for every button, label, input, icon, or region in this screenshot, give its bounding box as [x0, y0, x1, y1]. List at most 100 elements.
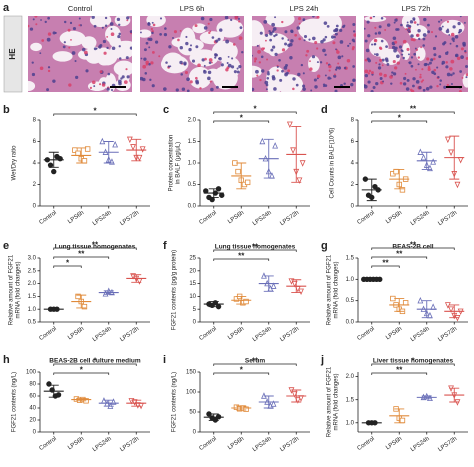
- y-tick-label: 0.0: [188, 204, 197, 210]
- nucleus: [442, 42, 446, 46]
- nucleus: [211, 36, 215, 39]
- nucleus: [227, 63, 232, 68]
- nucleus: [334, 32, 338, 36]
- alveolus: [62, 30, 78, 45]
- chart-panel: i Serum FGF21 contents (ng/L) 0 50 100 150 Cont…: [163, 354, 310, 453]
- significance-bracket: [371, 247, 455, 250]
- nucleus: [337, 55, 342, 60]
- significance-label: *: [240, 366, 244, 375]
- nucleus: [437, 20, 441, 23]
- nucleus: [465, 57, 468, 60]
- x-tick-label: LPS24h: [410, 436, 431, 453]
- nucleus: [281, 69, 284, 73]
- nucleus: [117, 79, 122, 84]
- nucleus: [373, 43, 377, 46]
- chart-panel: j Liver tissue homogenates Relative amount…: [320, 354, 468, 453]
- data-point: [286, 121, 293, 129]
- nucleus: [203, 26, 208, 30]
- nucleus: [446, 20, 450, 23]
- nucleus: [409, 20, 414, 24]
- chart-panel: h BEAS-2B cell culture medium FGF21 conten…: [3, 354, 150, 453]
- nucleus: [422, 33, 427, 37]
- nucleus: [323, 21, 328, 25]
- nucleus: [281, 20, 284, 24]
- nucleus: [303, 39, 306, 42]
- nucleus: [183, 61, 187, 66]
- x-tick-label: LPS24h: [252, 210, 273, 227]
- nucleus: [147, 37, 151, 41]
- nucleus: [289, 56, 293, 60]
- data-point: [296, 177, 303, 184]
- significance-label: *: [80, 366, 84, 375]
- x-tick-label: LPS24h: [410, 210, 431, 227]
- data-point: [298, 288, 304, 296]
- y-axis-label-line: Protein concentration: [168, 135, 174, 192]
- nucleus: [254, 57, 258, 61]
- significance-label: **: [252, 357, 259, 366]
- nucleus: [367, 72, 371, 75]
- nucleus: [44, 20, 47, 24]
- nucleus: [98, 83, 102, 86]
- nucleus: [415, 68, 417, 71]
- nucleus: [300, 63, 304, 67]
- nucleus: [31, 72, 36, 77]
- nucleus: [288, 42, 293, 47]
- nucleus: [200, 16, 205, 21]
- data-point: [47, 162, 54, 168]
- nucleus: [393, 66, 398, 70]
- chart-title: BEAS-2B cell: [392, 244, 433, 251]
- nucleus: [167, 65, 170, 68]
- panel-label: a: [3, 2, 10, 14]
- nucleus: [383, 73, 387, 78]
- alveolus: [265, 16, 295, 28]
- nucleus: [101, 26, 104, 29]
- nucleus: [120, 77, 123, 80]
- nucleus: [118, 23, 121, 27]
- nucleus: [393, 48, 397, 53]
- nucleus: [407, 30, 411, 33]
- nucleus: [259, 78, 262, 82]
- significance-bracket: [371, 256, 428, 259]
- y-axis-label: FGF21 contents (ng/L): [12, 372, 18, 432]
- nucleus: [427, 67, 431, 72]
- y-tick-label: 1.5: [188, 139, 197, 145]
- y-tick-label: 3.0: [28, 256, 37, 262]
- nucleus: [417, 63, 420, 66]
- significance-label: **: [410, 105, 417, 114]
- significance-bracket: [371, 111, 455, 114]
- nucleus: [369, 16, 373, 20]
- nucleus: [416, 33, 420, 37]
- nucleus: [364, 84, 368, 89]
- nucleus: [460, 47, 464, 51]
- nucleus: [327, 76, 331, 80]
- nucleus: [450, 59, 455, 64]
- y-tick-label: 15: [189, 281, 196, 287]
- x-tick-label: LPS72h: [279, 436, 300, 453]
- nucleus: [46, 37, 51, 42]
- nucleus: [458, 30, 461, 34]
- nucleus: [236, 67, 239, 70]
- nucleus: [334, 89, 338, 92]
- nucleus: [78, 24, 81, 27]
- nucleus: [143, 48, 147, 52]
- nucleus: [349, 42, 351, 45]
- data-point: [99, 137, 106, 145]
- significance-bracket: [53, 372, 110, 375]
- nucleus: [269, 38, 272, 42]
- nucleus: [99, 70, 103, 74]
- nucleus: [401, 53, 404, 56]
- nucleus: [252, 54, 253, 57]
- y-axis-label: Relative amount of FGF21mRNA (fold chang…: [8, 254, 21, 325]
- nucleus: [445, 65, 449, 69]
- y-tick-label: 1.5: [346, 256, 355, 262]
- alveolus: [222, 69, 238, 87]
- y-tick-label: 10: [189, 294, 196, 300]
- nucleus: [68, 83, 72, 87]
- nucleus: [406, 47, 410, 51]
- y-axis-label: Relative amount of FGF21mRNA (fold chang…: [326, 366, 339, 437]
- nucleus: [335, 66, 339, 70]
- nucleus: [179, 46, 183, 50]
- alveolus: [252, 20, 265, 47]
- nucleus: [284, 72, 288, 77]
- nucleus: [148, 46, 151, 49]
